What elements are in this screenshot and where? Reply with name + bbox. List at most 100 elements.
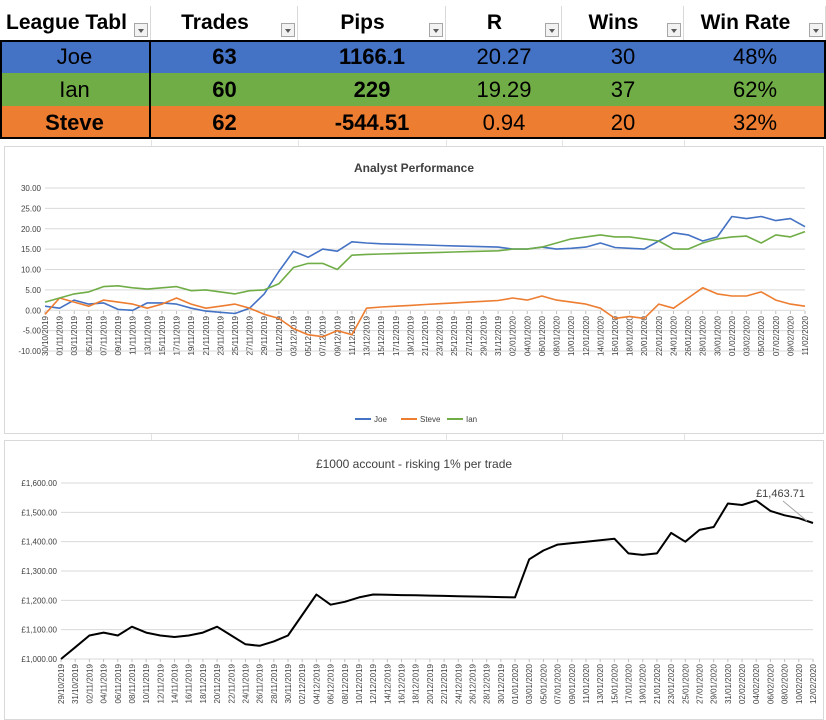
- cell-name[interactable]: Ian: [0, 73, 151, 106]
- header-win-rate[interactable]: Win Rate: [684, 6, 826, 40]
- filter-dropdown-icon[interactable]: [281, 23, 295, 37]
- x-tick-label: 20/01/2020: [640, 315, 649, 356]
- cell-wins[interactable]: 37: [610, 76, 636, 102]
- cell-trades[interactable]: 63: [212, 43, 237, 69]
- x-tick-label: 07/11/2019: [99, 315, 108, 355]
- cell-name[interactable]: Steve: [0, 106, 151, 139]
- x-tick-label: 25/12/2019: [450, 315, 459, 356]
- cell-win-rate[interactable]: 32%: [732, 109, 778, 135]
- x-tick-label: 04/02/2020: [752, 663, 761, 704]
- x-tick-label: 03/01/2020: [525, 663, 534, 704]
- chart-title: Analyst Performance: [353, 161, 475, 175]
- x-tick-label: 29/12/2019: [479, 315, 488, 356]
- x-tick-label: 06/02/2020: [766, 663, 775, 704]
- analyst-performance-chart[interactable]: Analyst Performance 30.00 25.00 20.00 15.00…: [4, 146, 824, 434]
- x-tick-label: 28/01/2020: [699, 315, 708, 356]
- x-tick-label: 11/02/2020: [801, 315, 810, 355]
- filter-dropdown-icon[interactable]: [429, 23, 443, 37]
- cell-r[interactable]: 19.29: [476, 76, 532, 102]
- y-tick-label: £1,600.00: [21, 479, 57, 488]
- y-tick-label: £1,200.00: [21, 596, 57, 605]
- x-tick-label: 19/01/2020: [639, 663, 648, 704]
- x-tick-label: 03/02/2020: [743, 315, 752, 356]
- filter-dropdown-icon[interactable]: [809, 23, 823, 37]
- x-tick-label: 21/01/2020: [653, 663, 662, 704]
- x-tick-label: 03/11/2019: [70, 315, 79, 355]
- x-tick-label: 28/11/2019: [270, 663, 279, 703]
- x-tick-label: 22/01/2020: [655, 315, 664, 356]
- x-tick-label: 23/12/2019: [436, 315, 445, 356]
- x-tick-label: 08/12/2019: [341, 663, 350, 704]
- x-tick-label: 13/11/2019: [143, 315, 152, 355]
- x-tick-label: 12/01/2020: [582, 315, 591, 356]
- x-tick-label: 30/11/2019: [284, 663, 293, 703]
- x-tick-label: 05/11/2019: [85, 315, 94, 355]
- x-tick-label: 03/12/2019: [289, 315, 298, 356]
- filter-dropdown-icon[interactable]: [134, 23, 148, 37]
- x-tick-label: 07/01/2020: [554, 663, 563, 704]
- legend-label-steve: Steve: [420, 415, 441, 424]
- cell-pips[interactable]: 1166.1: [338, 43, 406, 69]
- x-tick-label: 18/11/2019: [199, 663, 208, 703]
- cell-trades[interactable]: 62: [212, 109, 237, 135]
- x-tick-label: 31/12/2019: [494, 315, 503, 356]
- y-tick-label: £1,000.00: [21, 655, 57, 664]
- header-label: Pips: [340, 11, 385, 34]
- cell-trades[interactable]: 60: [212, 76, 237, 102]
- x-tick-label: 29/01/2020: [710, 663, 719, 704]
- cell-wins[interactable]: 20: [610, 109, 636, 135]
- x-tick-label: 19/12/2019: [406, 315, 415, 356]
- x-tick-label: 31/10/2019: [71, 663, 80, 704]
- x-tick-label: 24/01/2020: [669, 315, 678, 356]
- table-header-row: League Tabl Trades Pips R Wins Win Rate: [0, 6, 826, 40]
- y-tick-label: -5.00: [23, 327, 42, 336]
- cell-win-rate[interactable]: 48%: [732, 43, 778, 69]
- x-tick-label: 10/12/2019: [355, 663, 364, 704]
- x-tick-label: 31/01/2020: [724, 663, 733, 704]
- header-wins[interactable]: Wins: [562, 6, 684, 40]
- x-tick-label: 27/01/2020: [695, 663, 704, 704]
- x-tick-label: 23/11/2019: [216, 315, 225, 355]
- chart-title: £1000 account - risking 1% per trade: [315, 457, 513, 471]
- x-tick-label: 04/11/2019: [100, 663, 109, 703]
- x-tick-label: 05/12/2019: [304, 315, 313, 356]
- cell-pips[interactable]: -544.51: [334, 109, 410, 135]
- x-tick-label: 20/11/2019: [213, 663, 222, 703]
- cell-r[interactable]: 20.27: [476, 43, 532, 69]
- x-tick-label: 05/01/2020: [539, 663, 548, 704]
- header-pips[interactable]: Pips: [298, 6, 446, 40]
- cell-win-rate[interactable]: 62%: [732, 76, 778, 102]
- x-tick-label: 17/11/2019: [173, 315, 182, 355]
- cell-name[interactable]: Joe: [0, 40, 151, 73]
- x-tick-label: 10/02/2020: [795, 663, 804, 704]
- x-tick-label: 16/12/2019: [398, 663, 407, 704]
- cell-r[interactable]: 0.94: [482, 109, 526, 135]
- header-league-table[interactable]: League Tabl: [0, 6, 151, 40]
- y-tick-label: 25.00: [21, 204, 42, 213]
- x-tick-label: 01/11/2019: [56, 315, 65, 355]
- x-tick-label: 26/12/2019: [468, 663, 477, 704]
- x-tick-label: 29/10/2019: [57, 663, 66, 704]
- sort-filter-icon[interactable]: [545, 23, 559, 37]
- x-tick-label: 09/01/2020: [568, 663, 577, 704]
- x-tick-label: 30/10/2019: [41, 315, 50, 356]
- x-tick-label: 04/12/2019: [312, 663, 321, 704]
- x-tick-label: 10/01/2020: [567, 315, 576, 356]
- x-tick-label: 14/01/2020: [596, 315, 605, 356]
- x-tick-label: 11/01/2020: [582, 663, 591, 703]
- y-tick-label: 5.00: [25, 286, 41, 295]
- account-chart[interactable]: £1000 account - risking 1% per trade £1,…: [4, 440, 824, 720]
- chart-svg: £1,600.00 £1,500.00 £1,400.00 £1,300.00 £1,2…: [21, 479, 818, 704]
- x-tick-label: 16/11/2019: [185, 663, 194, 703]
- x-tick-label: 12/12/2019: [369, 663, 378, 704]
- series-line-ian: [44, 230, 806, 303]
- filter-dropdown-icon[interactable]: [667, 23, 681, 37]
- legend-label-ian: Ian: [466, 415, 477, 424]
- x-tick-label: 13/12/2019: [363, 315, 372, 356]
- x-tick-label: 09/11/2019: [114, 315, 123, 355]
- header-trades[interactable]: Trades: [151, 6, 298, 40]
- cell-wins[interactable]: 30: [610, 43, 636, 69]
- cell-pips[interactable]: 229: [353, 76, 391, 102]
- x-tick-label: 01/12/2019: [275, 315, 284, 356]
- header-r[interactable]: R: [446, 6, 562, 40]
